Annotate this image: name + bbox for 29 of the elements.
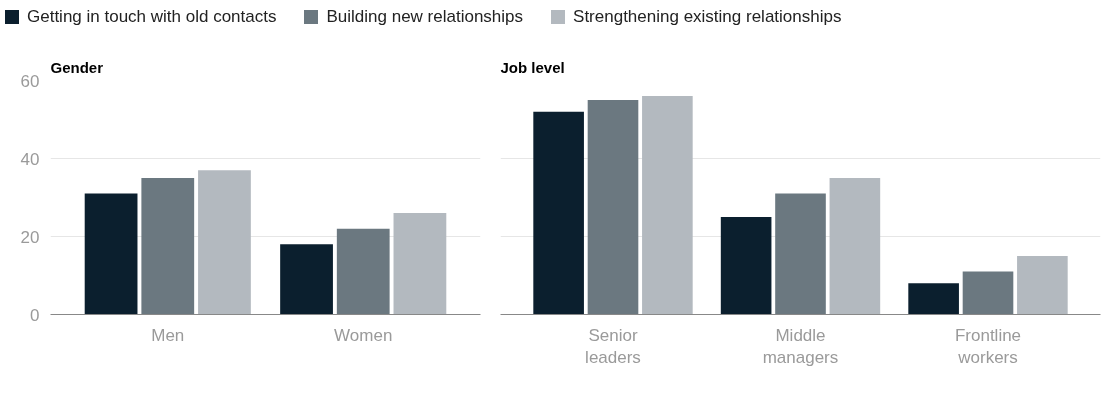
x-tick-label: Women bbox=[334, 325, 393, 345]
x-tick-label: Frontline workers bbox=[954, 325, 1022, 368]
chart-title: Gender bbox=[50, 58, 104, 76]
bar bbox=[280, 244, 333, 315]
bar bbox=[720, 217, 772, 315]
bar bbox=[84, 193, 138, 315]
bar bbox=[198, 170, 251, 315]
legend-label: Building new relationships bbox=[325, 6, 524, 28]
legend-label: Getting in touch with old contacts bbox=[26, 6, 277, 28]
y-tick-label: 40 bbox=[20, 149, 40, 169]
bar bbox=[336, 228, 390, 315]
bar bbox=[962, 271, 1014, 315]
chart-title: Job level bbox=[500, 58, 565, 76]
x-tick-label: Senior leaders bbox=[585, 325, 641, 368]
bar bbox=[587, 100, 639, 315]
x-tick-label: Men bbox=[151, 325, 185, 345]
legend-label: Strengthening existing relationships bbox=[572, 6, 842, 28]
bar bbox=[908, 283, 959, 315]
bar bbox=[775, 193, 826, 315]
bar bbox=[393, 213, 447, 315]
bar bbox=[829, 178, 881, 315]
bar bbox=[1017, 256, 1068, 315]
bar bbox=[533, 111, 584, 315]
y-tick-label: 0 bbox=[30, 305, 40, 325]
y-tick-label: 60 bbox=[20, 71, 40, 91]
bar bbox=[141, 178, 195, 315]
x-tick-label: Middle managers bbox=[762, 325, 839, 368]
bar bbox=[642, 96, 693, 315]
y-tick-label: 20 bbox=[20, 227, 40, 247]
